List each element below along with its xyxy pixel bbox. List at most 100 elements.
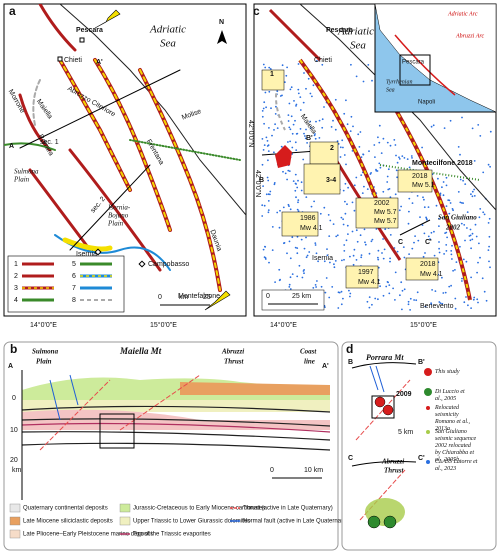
seismic-dot [424, 252, 426, 254]
seismic-dot [389, 260, 391, 263]
seismic-dot [291, 273, 294, 275]
seismic-dot [359, 234, 362, 237]
seismic-dot [313, 134, 316, 137]
seismic-dot [352, 254, 355, 257]
seismic-dot [331, 286, 334, 288]
seismic-dot [315, 252, 318, 255]
seismic-dot [262, 63, 265, 66]
seismic-dot [445, 250, 448, 252]
seismic-dot [323, 206, 326, 209]
seismic-dot [262, 248, 265, 251]
shape [62, 237, 113, 252]
seismic-dot [326, 254, 329, 257]
seismic-dot [360, 156, 363, 159]
cross-section [21, 370, 331, 500]
legend: This study Di Luccio et al., 2005 Relocated… [424, 368, 478, 472]
seismic-dot [393, 139, 396, 141]
seismic-dot [299, 96, 302, 98]
seismic-dot [286, 66, 288, 69]
seismic-dot [288, 126, 291, 129]
seismic-dot [477, 261, 479, 264]
seismic-dot [297, 201, 299, 204]
seismic-dot [477, 301, 479, 304]
seismic-dot [310, 127, 312, 129]
shape [39, 374, 201, 451]
seismic-dot [275, 105, 277, 108]
seismic-dot [323, 260, 326, 263]
seismic-dot [461, 280, 463, 282]
label: Pescara [76, 27, 103, 34]
seismic-dot [394, 193, 397, 196]
seismic-dot [288, 283, 291, 286]
seismic-dot [321, 126, 324, 129]
seismic-dot [451, 244, 453, 247]
label: 10 km [304, 467, 323, 474]
seismic-dot [274, 281, 276, 283]
seismic-dot [292, 123, 295, 126]
seismic-dot [401, 289, 404, 292]
seismic-dot [336, 234, 339, 237]
seismic-dot [452, 269, 454, 272]
seismic-dot [327, 214, 330, 216]
seismic-dot [305, 256, 308, 259]
seismic-dot [435, 204, 438, 207]
legend-swatch [119, 503, 131, 513]
seismic-dot [419, 216, 421, 219]
seismic-dot [439, 302, 442, 304]
scale-box [261, 289, 325, 311]
seismic-dot [347, 233, 349, 236]
seismic-dot [446, 236, 448, 239]
label: San Giuliano [438, 214, 477, 222]
label: Napoli [418, 100, 435, 106]
seismic-dot [363, 185, 365, 188]
seismic-dot [294, 246, 297, 249]
seismic-dot [445, 184, 448, 187]
label: Plain [36, 358, 52, 366]
label: 25 km [292, 293, 311, 300]
seismic-dot [438, 247, 440, 250]
seismic-dot [470, 307, 472, 309]
label: b [10, 342, 17, 356]
seismic-dot [349, 292, 352, 295]
seismic-dot [283, 242, 286, 244]
seismic-dot [437, 177, 439, 180]
seismic-dot [274, 123, 276, 126]
seismic-dot [279, 209, 281, 212]
seismic-dot [451, 258, 453, 260]
seismic-dot [459, 245, 461, 248]
seismic-dot [377, 136, 379, 139]
seismic-dot [368, 252, 371, 255]
label: Maiella Mt [119, 346, 162, 356]
legend-swatch [119, 516, 131, 526]
legend-symbol [426, 430, 430, 434]
seismic-dot [282, 206, 285, 209]
seismic-dot [300, 238, 303, 241]
seismic-dot [339, 156, 342, 158]
seismic-dot [364, 241, 366, 244]
legend-symbol [424, 368, 432, 376]
seismic-dot [415, 299, 418, 302]
zoom-box [371, 395, 395, 419]
seismic-dot [442, 181, 445, 183]
seismic-dot [451, 208, 454, 210]
seismic-dot [387, 188, 390, 191]
seismic-dot [262, 149, 265, 151]
seismic-dot [289, 140, 291, 143]
seismic-dot [488, 235, 491, 238]
seismic-dot [421, 224, 424, 227]
seismic-dot [337, 307, 340, 309]
seismic-dot [288, 240, 291, 243]
seismic-dot [321, 63, 324, 66]
seismic-dot [398, 158, 401, 160]
legend-label: 2 [14, 273, 18, 280]
marker [79, 37, 85, 43]
seismic-dot [294, 173, 297, 176]
seismic-dot [297, 88, 300, 91]
seismic-dot [485, 299, 488, 302]
seismic-dot [431, 289, 433, 291]
seismic-dot [276, 211, 279, 214]
seismic-dot [400, 205, 402, 208]
seismic-dot [374, 297, 377, 300]
seismic-dot [273, 151, 275, 154]
seismic-dot [385, 285, 388, 288]
